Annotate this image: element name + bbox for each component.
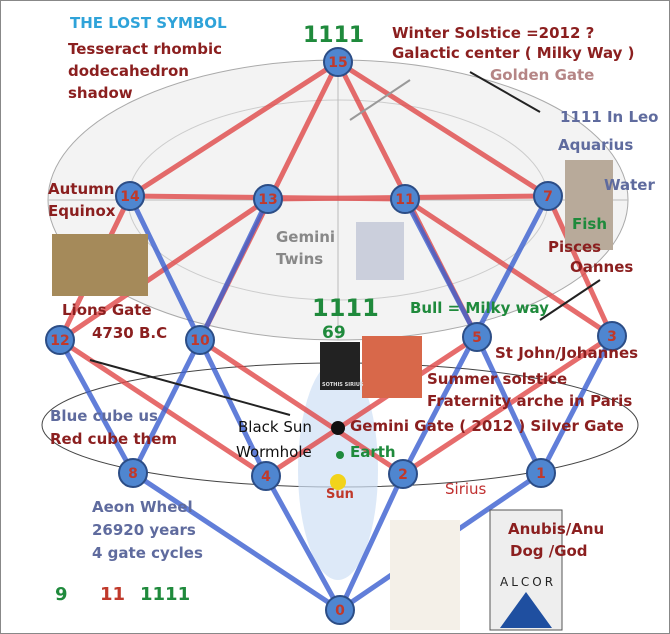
node-label: 3 bbox=[607, 329, 617, 345]
label: Summer solstice bbox=[427, 370, 567, 388]
label: Gemini bbox=[276, 228, 335, 246]
egyptian-image bbox=[390, 520, 460, 630]
black-sun bbox=[331, 421, 345, 435]
node-label: 1 bbox=[536, 466, 546, 482]
label: 11 bbox=[100, 584, 125, 605]
node-label: 5 bbox=[472, 330, 482, 346]
node-label: 11 bbox=[395, 192, 414, 208]
label: Sun bbox=[326, 487, 354, 502]
label: Bull = Milky way bbox=[410, 299, 549, 317]
label: Aeon Wheel bbox=[92, 498, 193, 516]
label: Pisces bbox=[548, 238, 601, 256]
label: Oannes bbox=[570, 258, 633, 276]
node-label: 4 bbox=[261, 469, 271, 485]
label: Fish bbox=[572, 215, 607, 233]
label: Earth bbox=[350, 443, 396, 461]
label: 9 bbox=[55, 584, 68, 605]
label: 1111 bbox=[303, 23, 364, 48]
label: Anubis/Anu bbox=[508, 520, 604, 538]
diagram: 15141311712105384210 THE LOST SYMBOL Tes… bbox=[0, 0, 670, 634]
node-label: 0 bbox=[335, 603, 345, 619]
title: THE LOST SYMBOL bbox=[70, 14, 227, 32]
label: Blue cube us bbox=[50, 407, 158, 425]
arche-image bbox=[362, 336, 422, 398]
node-label: 8 bbox=[128, 466, 138, 482]
node-label: 7 bbox=[543, 189, 553, 205]
node-label: 15 bbox=[328, 55, 347, 71]
label: Equinox bbox=[48, 202, 116, 220]
label: 69 bbox=[322, 323, 346, 343]
label: Fraternity arche in Paris bbox=[427, 392, 632, 410]
subtitle: shadow bbox=[68, 84, 133, 102]
label: 4 gate cycles bbox=[92, 544, 203, 562]
node-label: 13 bbox=[258, 192, 277, 208]
node-label: 2 bbox=[398, 467, 408, 483]
label: 1111 bbox=[312, 294, 379, 322]
label: Dog /God bbox=[510, 542, 588, 560]
label: Golden Gate bbox=[490, 66, 594, 84]
label: Aquarius bbox=[558, 136, 633, 154]
label: Wormhole bbox=[236, 443, 312, 461]
label: Sirius bbox=[445, 480, 487, 498]
label: 4730 B.C bbox=[92, 324, 167, 342]
subtitle: dodecahedron bbox=[68, 62, 189, 80]
label: Winter Solstice =2012 ? bbox=[392, 24, 594, 42]
label: Red cube them bbox=[50, 430, 177, 448]
node-label: 12 bbox=[50, 333, 69, 349]
label: Galactic center ( Milky Way ) bbox=[392, 44, 635, 62]
lion-image bbox=[52, 234, 148, 296]
label: SOTHIS SIRIUS bbox=[322, 382, 364, 388]
label: Lions Gate bbox=[62, 301, 152, 319]
label: St John/Johannes bbox=[495, 344, 638, 362]
earth-dot bbox=[336, 451, 344, 459]
label: Gemini Gate ( 2012 ) Silver Gate bbox=[350, 417, 624, 435]
label: Water bbox=[604, 176, 655, 194]
node-label: 10 bbox=[190, 333, 210, 349]
label: 1111 bbox=[140, 584, 190, 605]
relief-image bbox=[565, 160, 613, 250]
label: 1111 In Leo bbox=[560, 108, 659, 126]
label: Twins bbox=[276, 250, 323, 268]
label: 26920 years bbox=[92, 521, 196, 539]
label: Black Sun bbox=[238, 418, 312, 436]
label: ALCOR bbox=[500, 575, 556, 589]
gemini-image bbox=[356, 222, 404, 280]
subtitle: Tesseract rhombic bbox=[68, 40, 222, 58]
node-label: 14 bbox=[120, 189, 140, 205]
label: Autumn bbox=[48, 180, 114, 198]
